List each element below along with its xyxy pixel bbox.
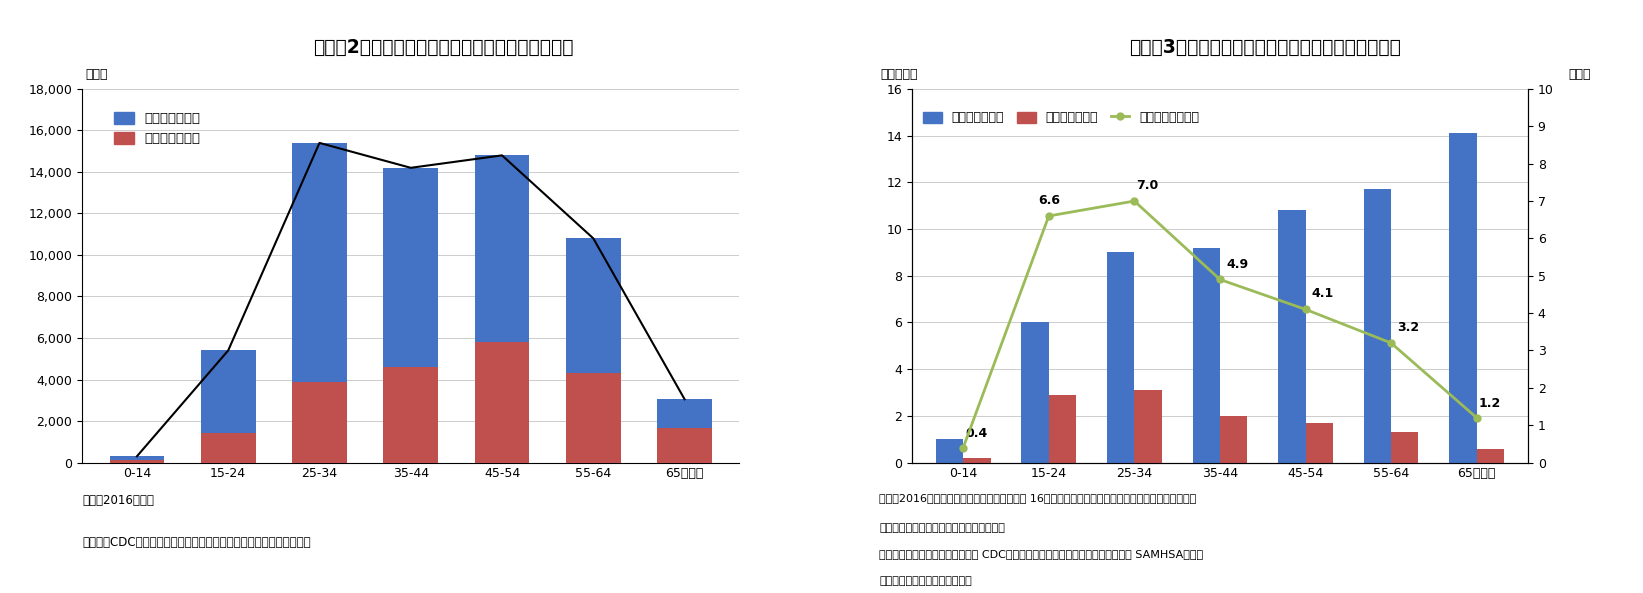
Bar <box>110 460 164 463</box>
Bar <box>1449 133 1477 463</box>
Bar <box>1477 448 1503 463</box>
Text: （図表2）薬物過剰摂取による死亡者数（年齢別）: （図表2）薬物過剰摂取による死亡者数（年齢別） <box>314 39 573 58</box>
Text: ニッセイ基礎研究所作成: ニッセイ基礎研究所作成 <box>879 576 971 586</box>
Text: （人）: （人） <box>85 68 108 81</box>
Bar <box>1278 211 1306 463</box>
Bar <box>1193 248 1219 463</box>
Bar <box>1221 416 1247 463</box>
Bar <box>475 155 529 342</box>
Text: 4.9: 4.9 <box>1226 257 1249 270</box>
Bar <box>1392 432 1418 463</box>
Text: 乱用比率は年齢別人口に対する比率: 乱用比率は年齢別人口に対する比率 <box>879 523 1006 533</box>
Bar <box>1048 395 1076 463</box>
Bar <box>657 399 711 428</box>
Bar <box>565 374 621 463</box>
Bar <box>963 458 991 463</box>
Text: 6.6: 6.6 <box>1038 194 1060 207</box>
Bar <box>383 168 439 367</box>
Bar <box>1364 189 1392 463</box>
Bar <box>200 350 256 433</box>
Bar <box>1022 323 1048 463</box>
Text: （資料）CDC（疾病予防管理センター）よりニッセイ基礎研究所作成: （資料）CDC（疾病予防管理センター）よりニッセイ基礎研究所作成 <box>82 535 311 549</box>
Bar <box>1306 423 1332 463</box>
Bar <box>475 342 529 463</box>
Bar <box>383 367 439 463</box>
Bar <box>937 439 963 463</box>
Bar <box>292 382 347 463</box>
Bar <box>1107 253 1134 463</box>
Text: 3.2: 3.2 <box>1397 321 1420 334</box>
Bar <box>200 433 256 463</box>
Text: （資料）疾病予防管理センター（ CDC）、薬物乱用および精神衛生サービス局（ SAMHSA）より: （資料）疾病予防管理センター（ CDC）、薬物乱用および精神衛生サービス局（ S… <box>879 550 1203 559</box>
Bar <box>110 457 164 460</box>
Bar <box>565 238 621 374</box>
Bar <box>1134 390 1162 463</box>
Text: 4.1: 4.1 <box>1311 288 1334 301</box>
Text: （％）: （％） <box>1567 68 1590 81</box>
Bar <box>292 143 347 382</box>
Bar <box>657 428 711 463</box>
Text: （注）2016年実績。オピオイド処方患者数は 16年に最低１枚オピオイド薬の処方を受けた患者数。: （注）2016年実績。オピオイド処方患者数は 16年に最低１枚オピオイド薬の処方… <box>879 493 1196 503</box>
Text: （百万人）: （百万人） <box>881 68 918 81</box>
Text: （図表3）オピオイド処方患者、乱用者数（年齢別）: （図表3）オピオイド処方患者、乱用者数（年齢別） <box>1129 39 1401 58</box>
Text: 1.2: 1.2 <box>1479 397 1500 410</box>
Text: 0.4: 0.4 <box>964 427 987 440</box>
Text: （注）2016年実績: （注）2016年実績 <box>82 494 154 507</box>
Text: 7.0: 7.0 <box>1135 179 1158 192</box>
Legend: オピオイド処方, オピオイド乱用, 乱用比率（右軸）: オピオイド処方, オピオイド乱用, 乱用比率（右軸） <box>918 106 1204 129</box>
Legend: オピオイド関連, オピオイド以外: オピオイド関連, オピオイド以外 <box>108 107 205 151</box>
